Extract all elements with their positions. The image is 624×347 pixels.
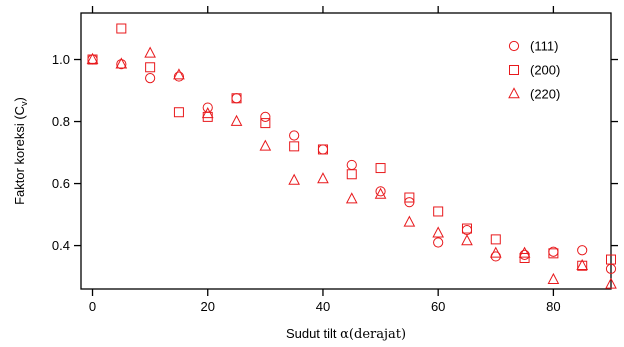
y-axis-label: Faktor koreksi (Cv) [12, 97, 29, 205]
y-tick-label: 0.8 [52, 114, 70, 129]
y-tick-label: 0.6 [52, 176, 70, 191]
y-tick-label: 1.0 [52, 52, 70, 67]
data-point-circle [433, 237, 444, 248]
data-point-square [145, 62, 156, 73]
data-point-square [577, 260, 588, 271]
legend: (111) (200) (220) [508, 39, 560, 102]
x-axis-label: Sudut tilt α(derajat) [286, 326, 406, 342]
data-point-square [87, 54, 98, 65]
data-point-square [490, 234, 501, 245]
data-point-triangle [345, 192, 358, 204]
data-points [86, 23, 617, 289]
data-point-triangle [432, 226, 445, 238]
data-point-circle [577, 245, 588, 256]
data-point-circle [519, 249, 530, 260]
x-tick-label: 80 [546, 299, 560, 314]
data-point-triangle [374, 187, 387, 199]
y-axis-label-main: Faktor koreksi (C [12, 106, 27, 205]
data-point-triangle [259, 139, 272, 151]
data-point-triangle [317, 172, 329, 184]
data-point-triangle [489, 246, 502, 258]
x-tick-label: 40 [316, 299, 330, 314]
data-point-circle [289, 130, 300, 141]
x-axis-label-symbol: α [340, 327, 349, 342]
legend-marker-circle [508, 40, 520, 52]
data-point-square [173, 107, 184, 118]
legend-label: (111) [530, 39, 558, 54]
data-point-circle [231, 93, 242, 104]
data-point-triangle [288, 173, 300, 185]
data-point-triangle [201, 107, 214, 119]
data-point-square [433, 206, 444, 217]
data-point-triangle [576, 258, 589, 271]
data-point-square [116, 23, 127, 34]
data-point-triangle [403, 215, 416, 227]
y-axis-label-sub: v [19, 101, 29, 106]
plot-frame [80, 12, 612, 290]
data-point-square [317, 144, 328, 155]
data-point-triangle [173, 68, 185, 80]
x-tick-label: 20 [201, 299, 215, 314]
data-point-circle [317, 144, 329, 155]
data-point-triangle [115, 57, 128, 69]
y-axis-label-close: ) [12, 97, 27, 101]
y-tick-label: 0.4 [52, 238, 70, 253]
data-point-square [548, 248, 559, 259]
data-point-triangle [518, 246, 531, 258]
data-point-square [461, 223, 472, 234]
data-point-triangle [144, 46, 156, 58]
axis-tick-labels: 0 20 40 60 80 0.4 0.6 0.8 1.0 [52, 52, 561, 314]
legend-label: (220) [530, 87, 560, 102]
legend-marker-triangle [508, 87, 520, 99]
data-point-circle [116, 59, 127, 70]
legend-marker-square [509, 65, 519, 75]
data-point-square [346, 169, 357, 180]
x-axis-label-suffix: (derajat) [349, 327, 406, 342]
data-point-triangle [461, 234, 473, 246]
x-tick-label: 0 [89, 299, 96, 314]
data-point-circle [346, 159, 357, 171]
data-point-square [404, 192, 415, 203]
x-tick-label: 60 [431, 299, 445, 314]
data-point-circle [145, 73, 156, 84]
data-point-square [519, 252, 530, 263]
data-point-circle [375, 186, 386, 197]
x-axis-label-prefix: Sudut tilt [286, 326, 340, 341]
data-point-square [606, 254, 616, 265]
data-point-triangle [547, 272, 560, 284]
data-point-triangle [86, 52, 99, 64]
legend-label: (200) [530, 63, 560, 78]
data-point-triangle [230, 114, 243, 126]
data-point-circle [260, 111, 271, 122]
data-point-square [289, 141, 300, 152]
data-point-square [375, 163, 386, 174]
data-point-triangle [605, 277, 617, 289]
data-point-square [260, 118, 271, 129]
axis-ticks [74, 6, 618, 296]
data-point-circle [173, 71, 185, 82]
data-point-square [231, 93, 242, 104]
